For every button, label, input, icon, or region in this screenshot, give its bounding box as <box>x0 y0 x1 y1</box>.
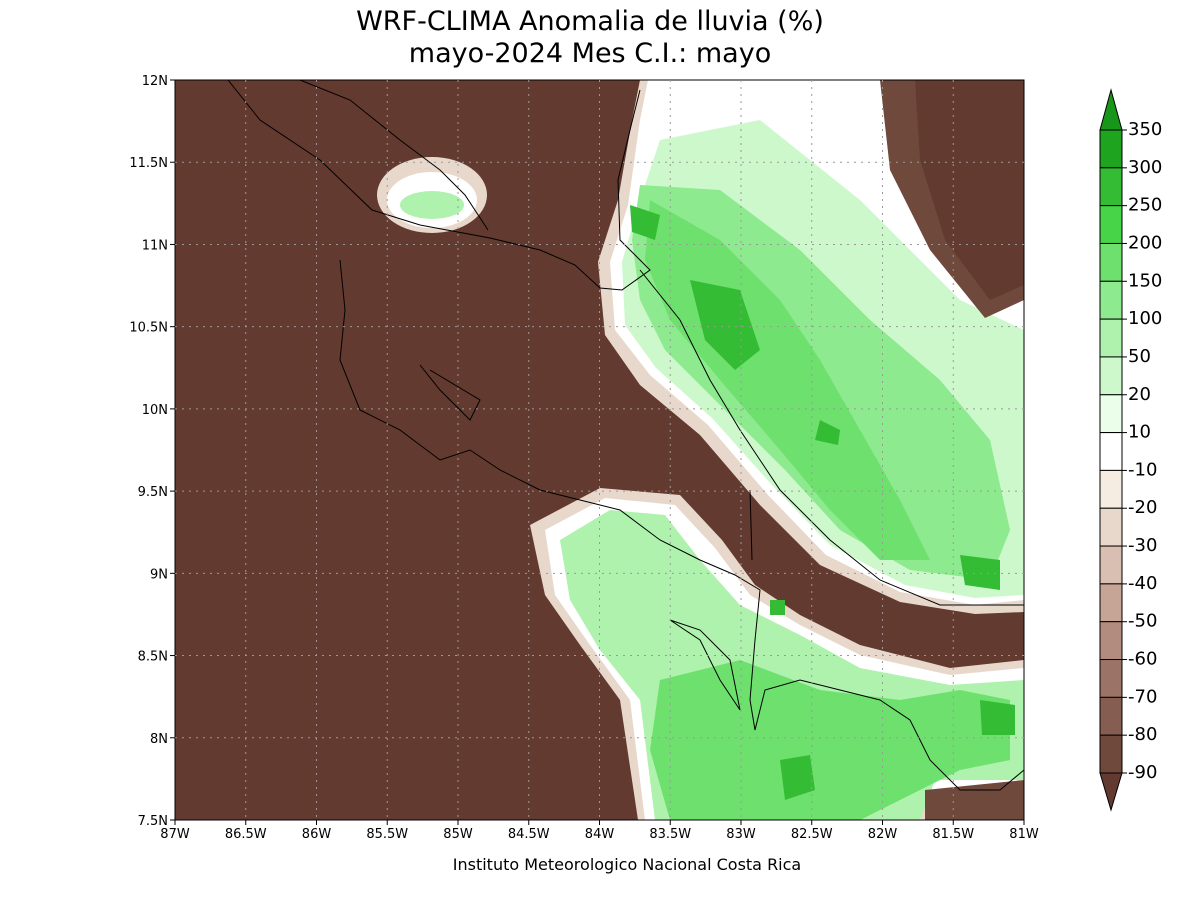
colorbar-box <box>1099 583 1123 623</box>
coastline <box>227 80 1024 791</box>
lat-tick-label: 7.5N <box>138 814 168 829</box>
lon-tick-label: 85.5W <box>366 827 408 842</box>
colorbar-box <box>1099 507 1123 547</box>
colorbar-label: 20 <box>1128 384 1151 405</box>
colorbar-label: -40 <box>1128 573 1157 594</box>
colorbar-box <box>1099 394 1123 434</box>
colorbar-label: 100 <box>1128 308 1162 329</box>
colorbar-box <box>1099 318 1123 358</box>
colorbar-label: 150 <box>1128 270 1162 291</box>
colorbar: 350 300 250 200 150 100 50 20 10 -10 -20 -30 -40 -50 -… <box>1099 88 1162 812</box>
colorbar-label: 250 <box>1128 195 1162 216</box>
colorbar-label: -80 <box>1128 724 1157 745</box>
lat-tick-label: 9.5N <box>138 485 168 500</box>
colorbar-box <box>1099 280 1123 320</box>
lon-tick-label: 83.5W <box>649 827 691 842</box>
subtitle: mayo-2024 Mes C.I.: mayo <box>409 38 771 69</box>
colorbar-box <box>1099 129 1123 169</box>
lat-tick-label: 8.5N <box>138 650 168 665</box>
axes: 87W 86.5W 86W 85.5W 85W 84.5W 84W 83.5W 83W 82.5W… <box>129 74 1039 842</box>
colorbar-box <box>1099 242 1123 282</box>
field-band <box>400 191 464 219</box>
lat-tick-label: 11N <box>142 238 168 253</box>
colorbar-label: -20 <box>1128 497 1157 518</box>
lat-tick-label: 10.5N <box>129 321 168 336</box>
colorbar-cap <box>1099 88 1123 131</box>
lat-tick-label: 11.5N <box>129 156 168 171</box>
field-band <box>630 205 1000 590</box>
lon-tick-label: 82.5W <box>791 827 833 842</box>
lon-tick-label: 87W <box>160 827 190 842</box>
colorbar-label: -90 <box>1128 762 1157 783</box>
colorbar-box <box>1099 167 1123 207</box>
field-band <box>915 80 1024 300</box>
footer: Instituto Meteorologico Nacional Costa R… <box>453 855 801 874</box>
lon-tick-label: 81W <box>1009 827 1039 842</box>
lon-tick-label: 83W <box>726 827 756 842</box>
lon-tick-label: 86W <box>302 827 332 842</box>
colorbar-box <box>1099 545 1123 585</box>
colorbar-label: -70 <box>1128 686 1157 707</box>
colorbar-label: -30 <box>1128 535 1157 556</box>
colorbar-box <box>1099 734 1123 774</box>
colorbar-box <box>1099 469 1123 509</box>
lon-tick-label: 84.5W <box>508 827 550 842</box>
colorbar-label: 200 <box>1128 232 1162 253</box>
colorbar-label: 50 <box>1128 346 1151 367</box>
lon-tick-label: 86.5W <box>225 827 267 842</box>
field-band <box>770 600 1015 800</box>
colorbar-label: -60 <box>1128 649 1157 670</box>
lat-tick-label: 9N <box>150 567 168 582</box>
colorbar-label: 300 <box>1128 157 1162 178</box>
colorbar-label: 10 <box>1128 422 1151 443</box>
title: WRF-CLIMA Anomalia de lluvia (%) <box>356 6 824 37</box>
colorbar-label: 350 <box>1128 119 1162 140</box>
anomaly-field <box>175 80 1024 820</box>
lon-tick-label: 85W <box>443 827 473 842</box>
field-band <box>650 660 1010 820</box>
lon-tick-label: 84W <box>585 827 615 842</box>
lon-tick-label: 82W <box>868 827 898 842</box>
colorbar-box <box>1099 356 1123 396</box>
lat-tick-label: 12N <box>142 74 168 89</box>
colorbar-box <box>1099 696 1123 736</box>
colorbar-cap <box>1099 772 1123 812</box>
colorbar-label: -10 <box>1128 459 1157 480</box>
colorbar-box <box>1099 205 1123 244</box>
lat-tick-label: 10N <box>142 403 168 418</box>
colorbar-box <box>1099 432 1123 471</box>
lon-tick-label: 81.5W <box>932 827 974 842</box>
colorbar-label: -50 <box>1128 611 1157 632</box>
colorbar-box <box>1099 621 1123 661</box>
colorbar-box <box>1099 659 1123 698</box>
lat-tick-label: 8N <box>150 732 168 747</box>
